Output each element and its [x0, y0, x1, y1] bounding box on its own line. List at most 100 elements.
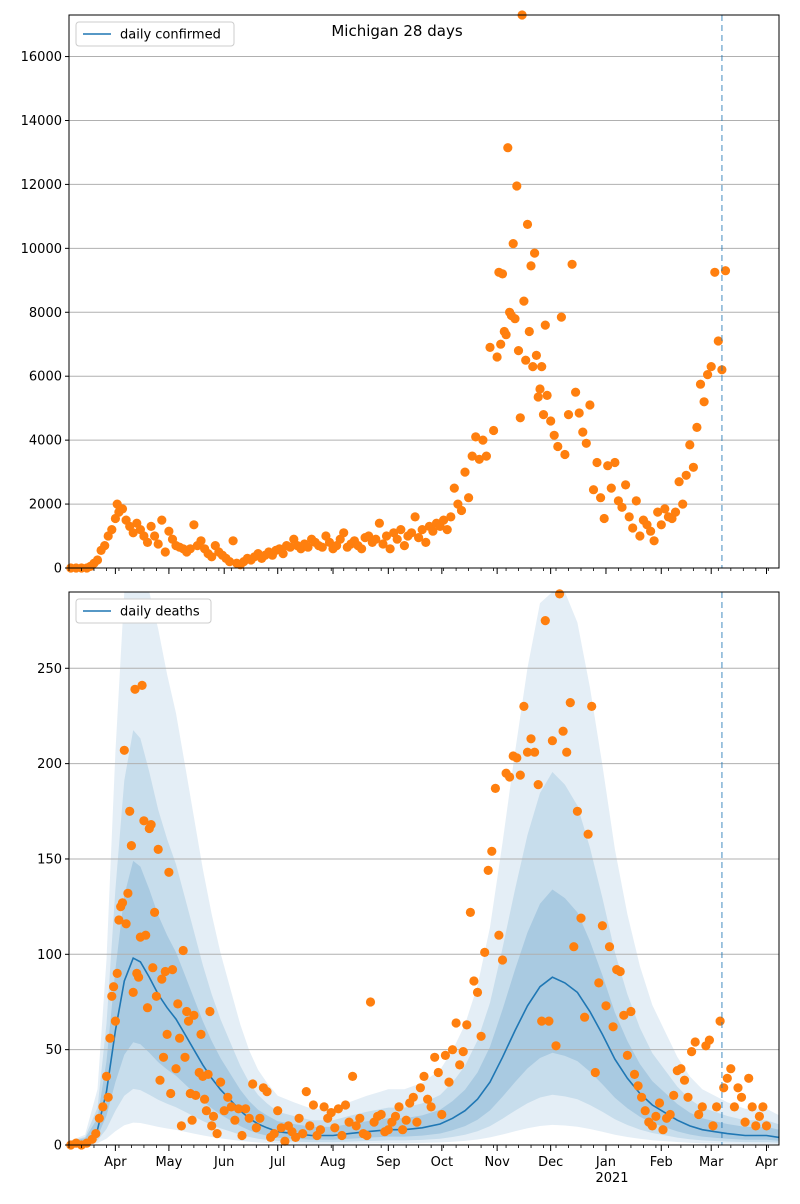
- data-point: [688, 462, 699, 472]
- data-point: [226, 1102, 236, 1112]
- deaths-panel: 0 50 100 150 200 250 Apr May Jun Jul Aug Sep Oct Nov…: [37, 589, 780, 1186]
- data-point: [487, 846, 497, 856]
- y-tick-label: 8000: [29, 306, 62, 321]
- data-point: [519, 701, 529, 712]
- data-point: [385, 544, 395, 554]
- data-point: [196, 536, 206, 546]
- data-point: [107, 525, 117, 535]
- data-point: [117, 898, 128, 908]
- data-point: [446, 512, 456, 522]
- data-point: [333, 1104, 343, 1114]
- data-point: [401, 1115, 411, 1125]
- deaths-model-line: [68, 956, 780, 1146]
- data-point: [203, 1069, 213, 1079]
- data-point: [237, 1130, 247, 1141]
- data-point: [697, 1102, 707, 1112]
- data-point: [128, 987, 138, 998]
- data-point: [109, 982, 119, 992]
- data-point: [585, 400, 595, 410]
- data-point: [291, 1132, 301, 1142]
- data-point: [381, 531, 392, 541]
- chart-title: Michigan 28 days: [331, 22, 462, 40]
- data-point: [513, 346, 524, 356]
- data-point: [308, 1100, 318, 1110]
- data-point: [515, 413, 525, 423]
- data-point: [547, 736, 558, 746]
- x-tick-label: Sep: [376, 1155, 401, 1170]
- data-point: [164, 867, 174, 877]
- data-point: [567, 259, 577, 269]
- data-point: [474, 454, 484, 464]
- data-point: [690, 1037, 700, 1047]
- data-point: [526, 734, 536, 744]
- x-tick-label: Mar: [699, 1155, 724, 1170]
- data-point: [278, 549, 288, 559]
- data-point: [176, 1121, 186, 1131]
- data-point: [471, 432, 481, 442]
- data-point: [207, 552, 217, 562]
- x-tick-label: Apr: [755, 1155, 778, 1170]
- data-point: [355, 1113, 365, 1123]
- uncertainty-band: [69, 860, 779, 1145]
- data-point: [576, 913, 586, 923]
- data-point: [640, 1106, 650, 1116]
- data-point: [615, 966, 625, 977]
- data-point: [166, 1088, 176, 1099]
- data-point: [580, 1012, 590, 1022]
- y-tick-label: 16000: [21, 50, 62, 65]
- data-point: [604, 942, 615, 952]
- confirmed-grid: [69, 56, 779, 569]
- data-point: [362, 1130, 372, 1141]
- data-point: [191, 1090, 201, 1100]
- data-point: [119, 745, 129, 755]
- data-point: [187, 1115, 197, 1125]
- data-point: [142, 537, 153, 548]
- data-point: [317, 542, 327, 552]
- data-point: [669, 1090, 679, 1100]
- data-point: [173, 999, 183, 1009]
- x-tick-label: Aug: [320, 1155, 345, 1170]
- x-tick-label: Jul: [269, 1155, 286, 1170]
- data-point: [649, 536, 659, 546]
- data-point: [171, 1064, 181, 1074]
- data-point: [631, 496, 641, 506]
- data-point: [447, 1045, 458, 1055]
- data-point: [653, 507, 663, 517]
- deaths-x-axis: Apr May Jun Jul Aug Sep Oct Nov Dec Jan Feb Mar Apr: [68, 1145, 778, 1170]
- data-point: [273, 1106, 283, 1116]
- data-point: [553, 441, 563, 452]
- data-point: [150, 907, 160, 918]
- year-label: 2021: [595, 1171, 628, 1186]
- data-point: [228, 536, 238, 546]
- data-point: [153, 539, 163, 549]
- data-point: [733, 1083, 743, 1093]
- data-point: [683, 1092, 693, 1102]
- data-point: [301, 1087, 311, 1097]
- data-point: [337, 1130, 347, 1141]
- data-point: [472, 987, 483, 998]
- data-point: [522, 219, 533, 229]
- data-point: [92, 555, 103, 565]
- data-point: [601, 1001, 611, 1011]
- y-tick-label: 12000: [21, 178, 62, 193]
- data-point: [269, 1129, 279, 1139]
- data-point: [578, 427, 588, 437]
- data-point: [408, 1092, 418, 1102]
- legend-box: [75, 598, 212, 624]
- data-point: [241, 1104, 251, 1114]
- data-point: [674, 477, 684, 487]
- data-point: [713, 336, 723, 346]
- data-point: [678, 499, 688, 509]
- data-point: [383, 1125, 393, 1135]
- data-point: [736, 1092, 747, 1102]
- data-point: [719, 1083, 729, 1093]
- data-point: [476, 1031, 486, 1041]
- data-point: [633, 1081, 643, 1091]
- data-point: [167, 965, 178, 975]
- data-point: [315, 1125, 326, 1135]
- data-point: [412, 1117, 422, 1127]
- data-point: [137, 680, 147, 691]
- data-point: [216, 1077, 226, 1087]
- data-point: [515, 770, 525, 780]
- data-point: [415, 1083, 425, 1093]
